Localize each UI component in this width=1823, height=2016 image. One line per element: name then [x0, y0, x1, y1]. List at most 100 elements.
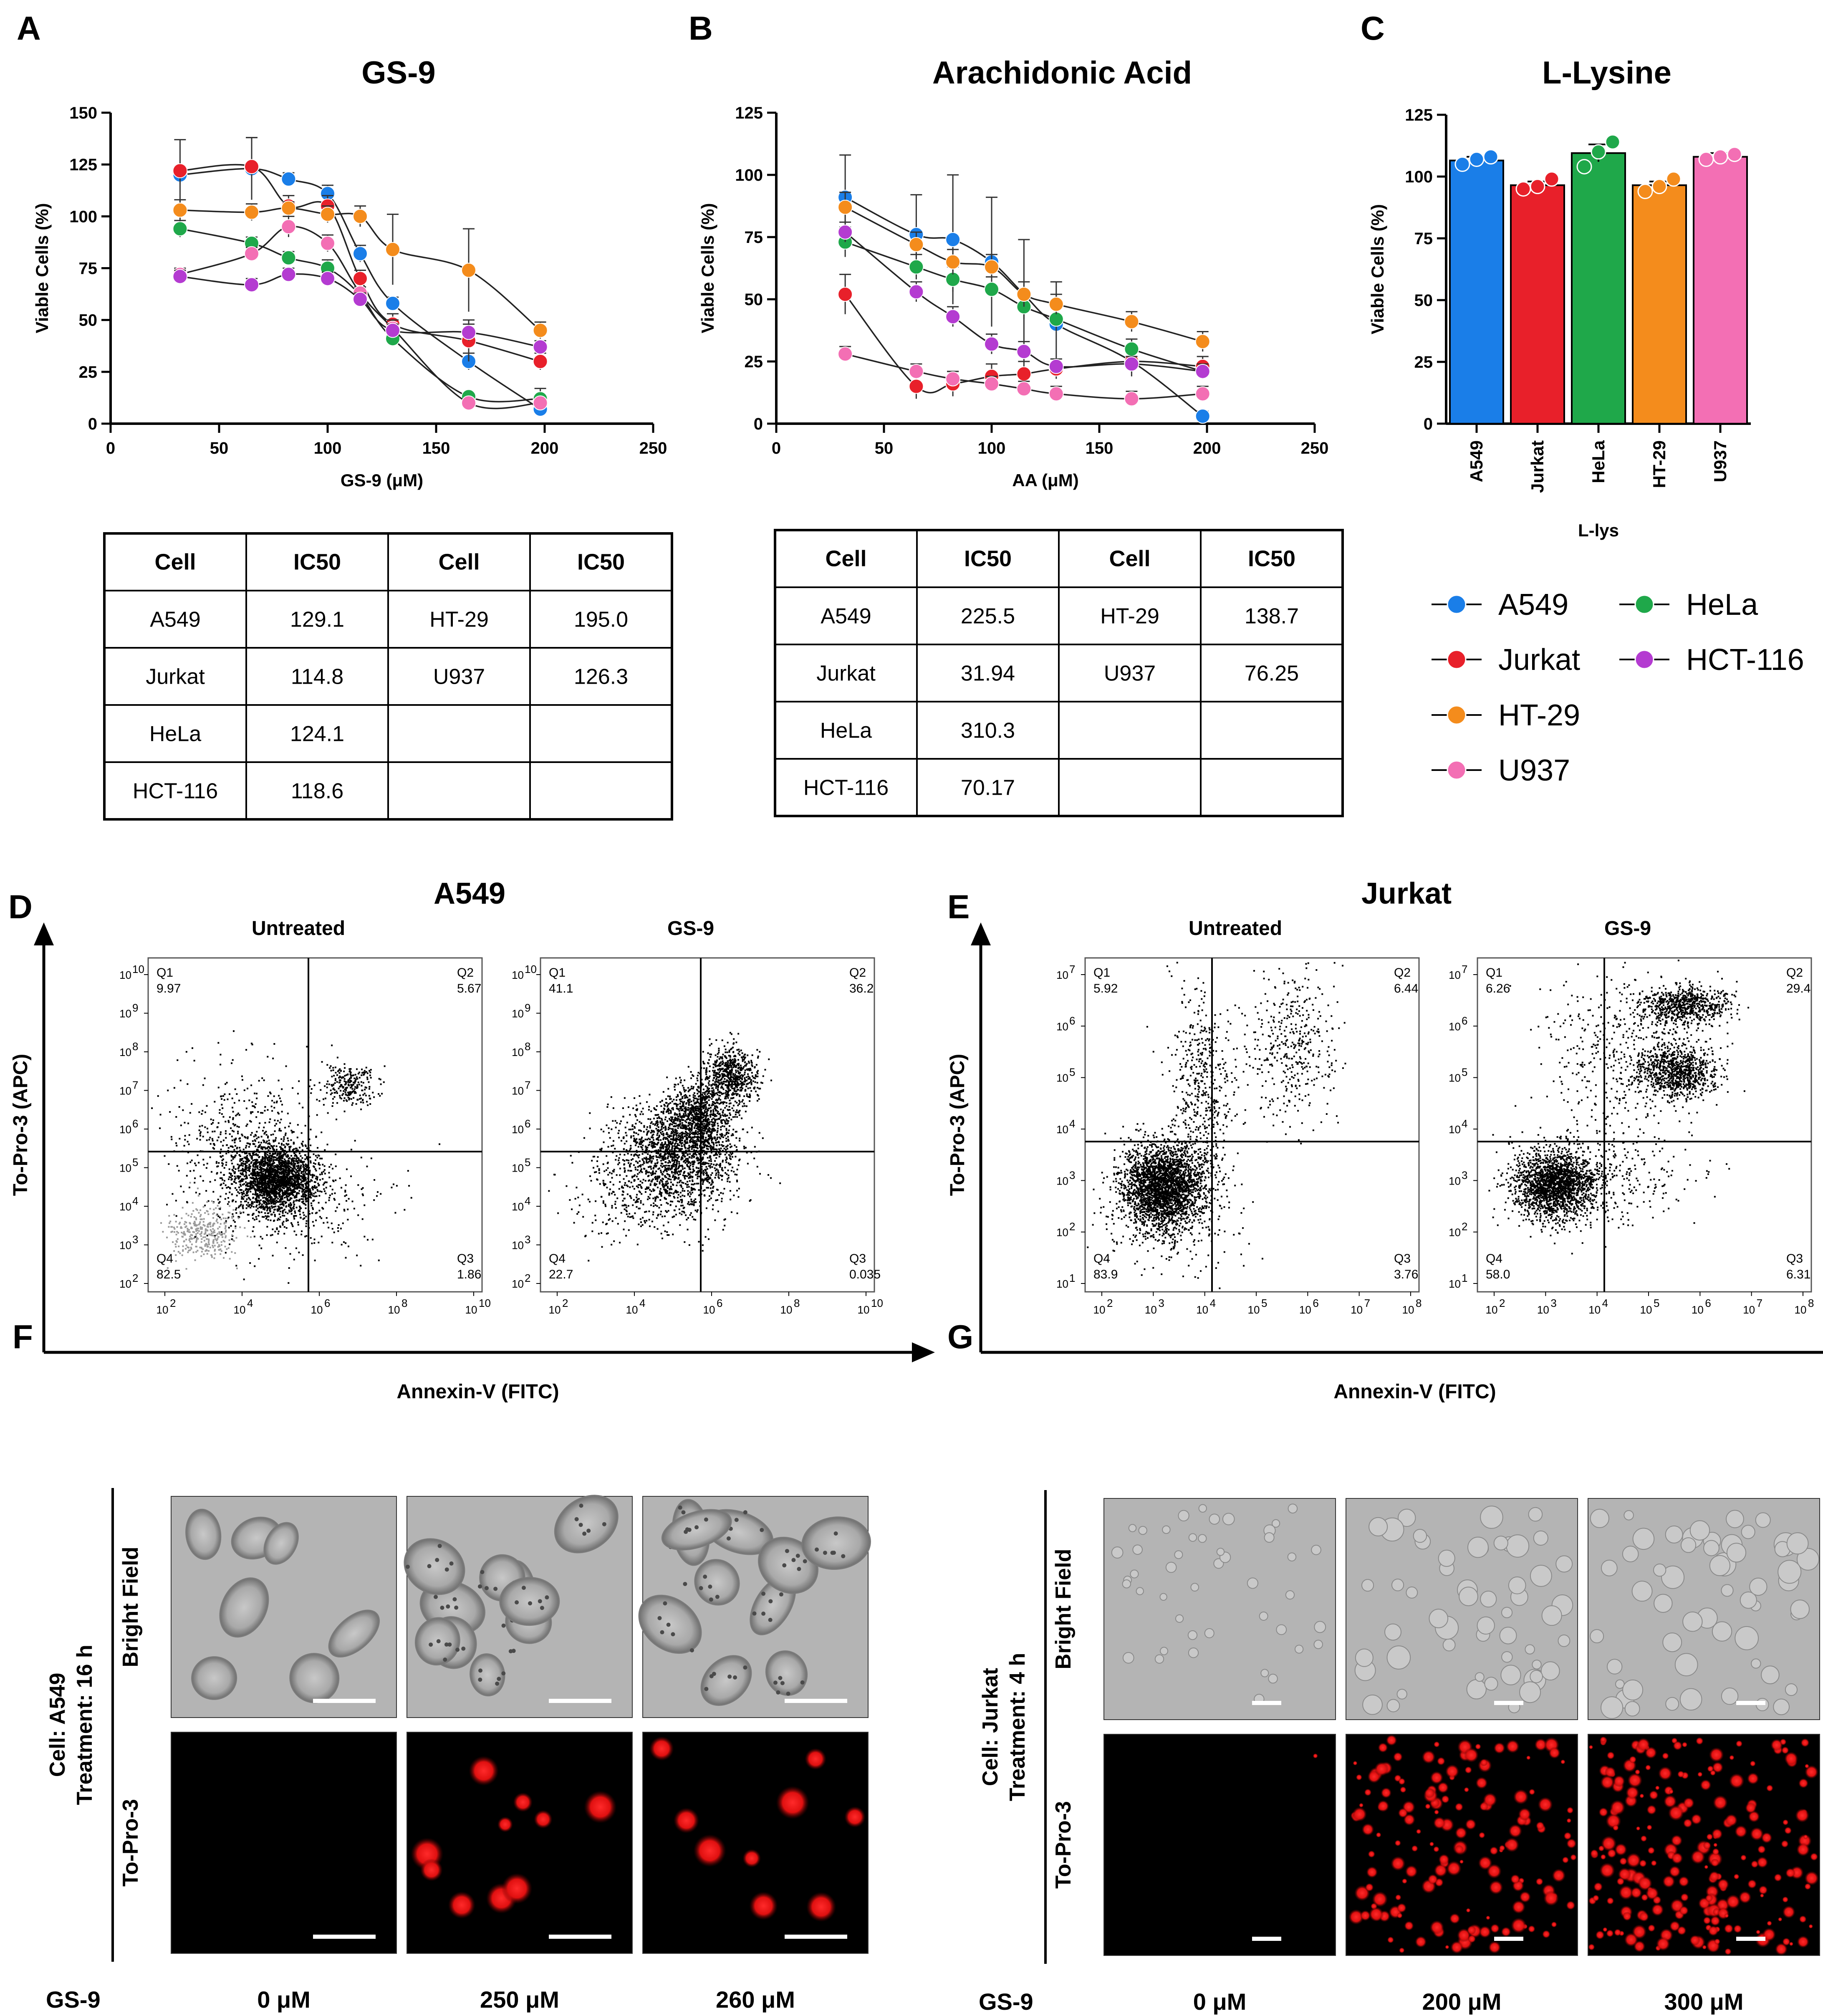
event-dot: [657, 1114, 659, 1116]
event-dot: [229, 1243, 231, 1245]
event-dot: [182, 1245, 184, 1247]
event-dot: [262, 1216, 264, 1218]
event-dot: [225, 1229, 227, 1231]
table-header-cell: IC50: [293, 550, 341, 575]
event-dot: [220, 1207, 222, 1209]
event-dot: [190, 1248, 192, 1250]
event-dot: [191, 1047, 193, 1049]
x-tick-label: 0: [772, 439, 781, 457]
event-dot: [263, 1197, 265, 1199]
event-dot: [626, 1122, 628, 1124]
event-dot: [264, 1207, 266, 1209]
event-dot: [695, 1174, 697, 1176]
event-dot: [638, 1184, 640, 1186]
event-dot: [318, 1162, 320, 1164]
event-dot: [268, 1193, 270, 1195]
event-dot: [351, 1104, 353, 1106]
event-dot: [302, 1203, 304, 1205]
event-dot: [232, 1059, 234, 1061]
event-dot: [360, 1108, 362, 1110]
event-dot: [308, 1173, 311, 1175]
event-dot: [260, 1175, 262, 1177]
event-dot: [664, 1146, 667, 1148]
event-dot: [198, 1224, 200, 1226]
event-dot: [334, 1078, 336, 1080]
event-dot: [675, 1167, 677, 1169]
event-dot: [654, 1143, 656, 1145]
event-dot: [223, 1099, 225, 1101]
event-dot: [369, 1086, 371, 1088]
event-dot: [647, 1187, 649, 1190]
event-dot: [290, 1197, 293, 1200]
event-dot: [252, 1185, 254, 1187]
x-tick-label: 200: [531, 439, 559, 457]
event-dot: [229, 1133, 231, 1135]
event-dot: [269, 1161, 271, 1163]
event-dot: [630, 1197, 632, 1199]
event-dot: [247, 1220, 250, 1222]
event-dot: [252, 1170, 254, 1172]
event-dot: [293, 1215, 295, 1217]
event-dot: [232, 1158, 234, 1160]
event-dot: [240, 1172, 242, 1175]
event-dot: [315, 1212, 317, 1214]
event-dot: [292, 1186, 294, 1188]
event-dot: [671, 1143, 673, 1145]
event-dot: [277, 1112, 279, 1114]
event-dot: [185, 1244, 187, 1246]
event-dot: [293, 1177, 295, 1179]
event-dot: [341, 1086, 343, 1088]
event-dot: [340, 1070, 342, 1072]
event-dot: [217, 1165, 219, 1167]
event-dot: [336, 1074, 338, 1076]
event-dot: [210, 1143, 212, 1145]
event-dot: [364, 1089, 366, 1091]
event-dot: [357, 1073, 359, 1075]
event-dot: [222, 1240, 225, 1242]
event-dot: [312, 1175, 314, 1177]
event-dot: [204, 1212, 206, 1214]
event-dot: [215, 1162, 217, 1164]
event-dot: [170, 1226, 172, 1228]
event-dot: [289, 1198, 291, 1200]
event-dot: [258, 1204, 260, 1206]
event-dot: [188, 1231, 190, 1233]
event-dot: [331, 1228, 333, 1230]
event-dot: [347, 1081, 349, 1083]
event-dot: [316, 1157, 318, 1159]
event-dot: [632, 1107, 634, 1109]
legend-marker-u937: [1447, 760, 1467, 780]
event-dot: [645, 1148, 647, 1150]
event-dot: [340, 1228, 342, 1230]
event-dot: [284, 1145, 286, 1147]
event-dot: [183, 1231, 185, 1233]
event-dot: [362, 1071, 364, 1074]
event-dot: [285, 1171, 287, 1173]
event-dot: [172, 1241, 174, 1243]
event-dot: [284, 1170, 286, 1172]
event-dot: [194, 1222, 196, 1224]
event-dot: [311, 1186, 313, 1188]
event-dot: [274, 1173, 276, 1175]
event-dot: [246, 1123, 248, 1125]
event-dot: [317, 1154, 319, 1156]
event-dot: [672, 1128, 674, 1130]
y-tick-label: 100: [69, 207, 97, 226]
event-dot: [344, 1191, 346, 1193]
event-dot: [273, 1184, 275, 1186]
event-dot: [328, 1176, 331, 1178]
y-tick-label: 0: [88, 415, 97, 433]
event-dot: [268, 1194, 270, 1196]
y-tick-label: 0: [1424, 415, 1433, 433]
event-dot: [289, 1187, 291, 1189]
event-dot: [218, 1208, 220, 1210]
event-dot: [291, 1176, 293, 1178]
event-dot: [285, 1185, 288, 1187]
event-dot: [278, 1128, 280, 1130]
event-dot: [702, 1170, 704, 1172]
event-dot: [670, 1135, 672, 1137]
replicate-point: [1591, 144, 1606, 160]
event-dot: [355, 1078, 357, 1080]
event-dot: [293, 1200, 295, 1202]
event-dot: [648, 1171, 650, 1173]
